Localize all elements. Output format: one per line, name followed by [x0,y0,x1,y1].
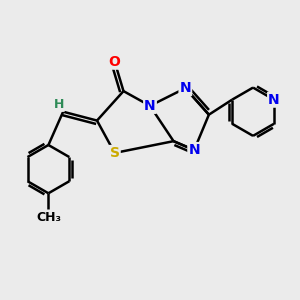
Text: N: N [179,81,191,95]
Text: N: N [268,93,280,106]
Text: H: H [53,98,64,111]
Text: S: S [110,146,120,160]
Text: N: N [188,143,200,157]
Text: CH₃: CH₃ [36,211,61,224]
Text: O: O [109,55,121,69]
Text: N: N [144,99,156,113]
